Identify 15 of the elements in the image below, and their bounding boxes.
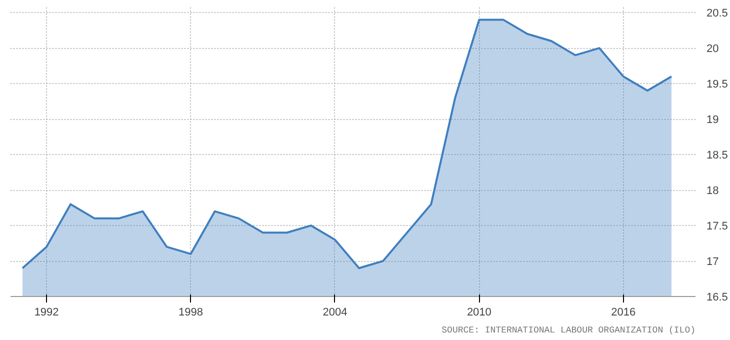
- y-tick-label: 20.5: [706, 8, 728, 20]
- y-tick-label: 18.5: [706, 150, 728, 162]
- x-tick-label: 2016: [611, 306, 636, 318]
- y-tick-label: 20: [706, 43, 719, 56]
- y-tick-label: 17: [706, 256, 719, 268]
- y-tick-label: 19: [706, 114, 719, 126]
- source-note: SOURCE: INTERNATIONAL LABOUR ORGANIZATION (ILO): [442, 326, 696, 336]
- x-tick-label: 1992: [34, 306, 59, 318]
- y-tick-label: 17.5: [706, 220, 728, 233]
- x-tick-label: 2004: [322, 306, 348, 318]
- x-tick-label: 2010: [466, 306, 492, 318]
- y-tick-label: 18: [706, 185, 719, 198]
- y-tick-label: 16.5: [706, 292, 728, 304]
- y-tick-label: 19.5: [706, 78, 728, 91]
- x-tick-label: 1998: [178, 306, 204, 318]
